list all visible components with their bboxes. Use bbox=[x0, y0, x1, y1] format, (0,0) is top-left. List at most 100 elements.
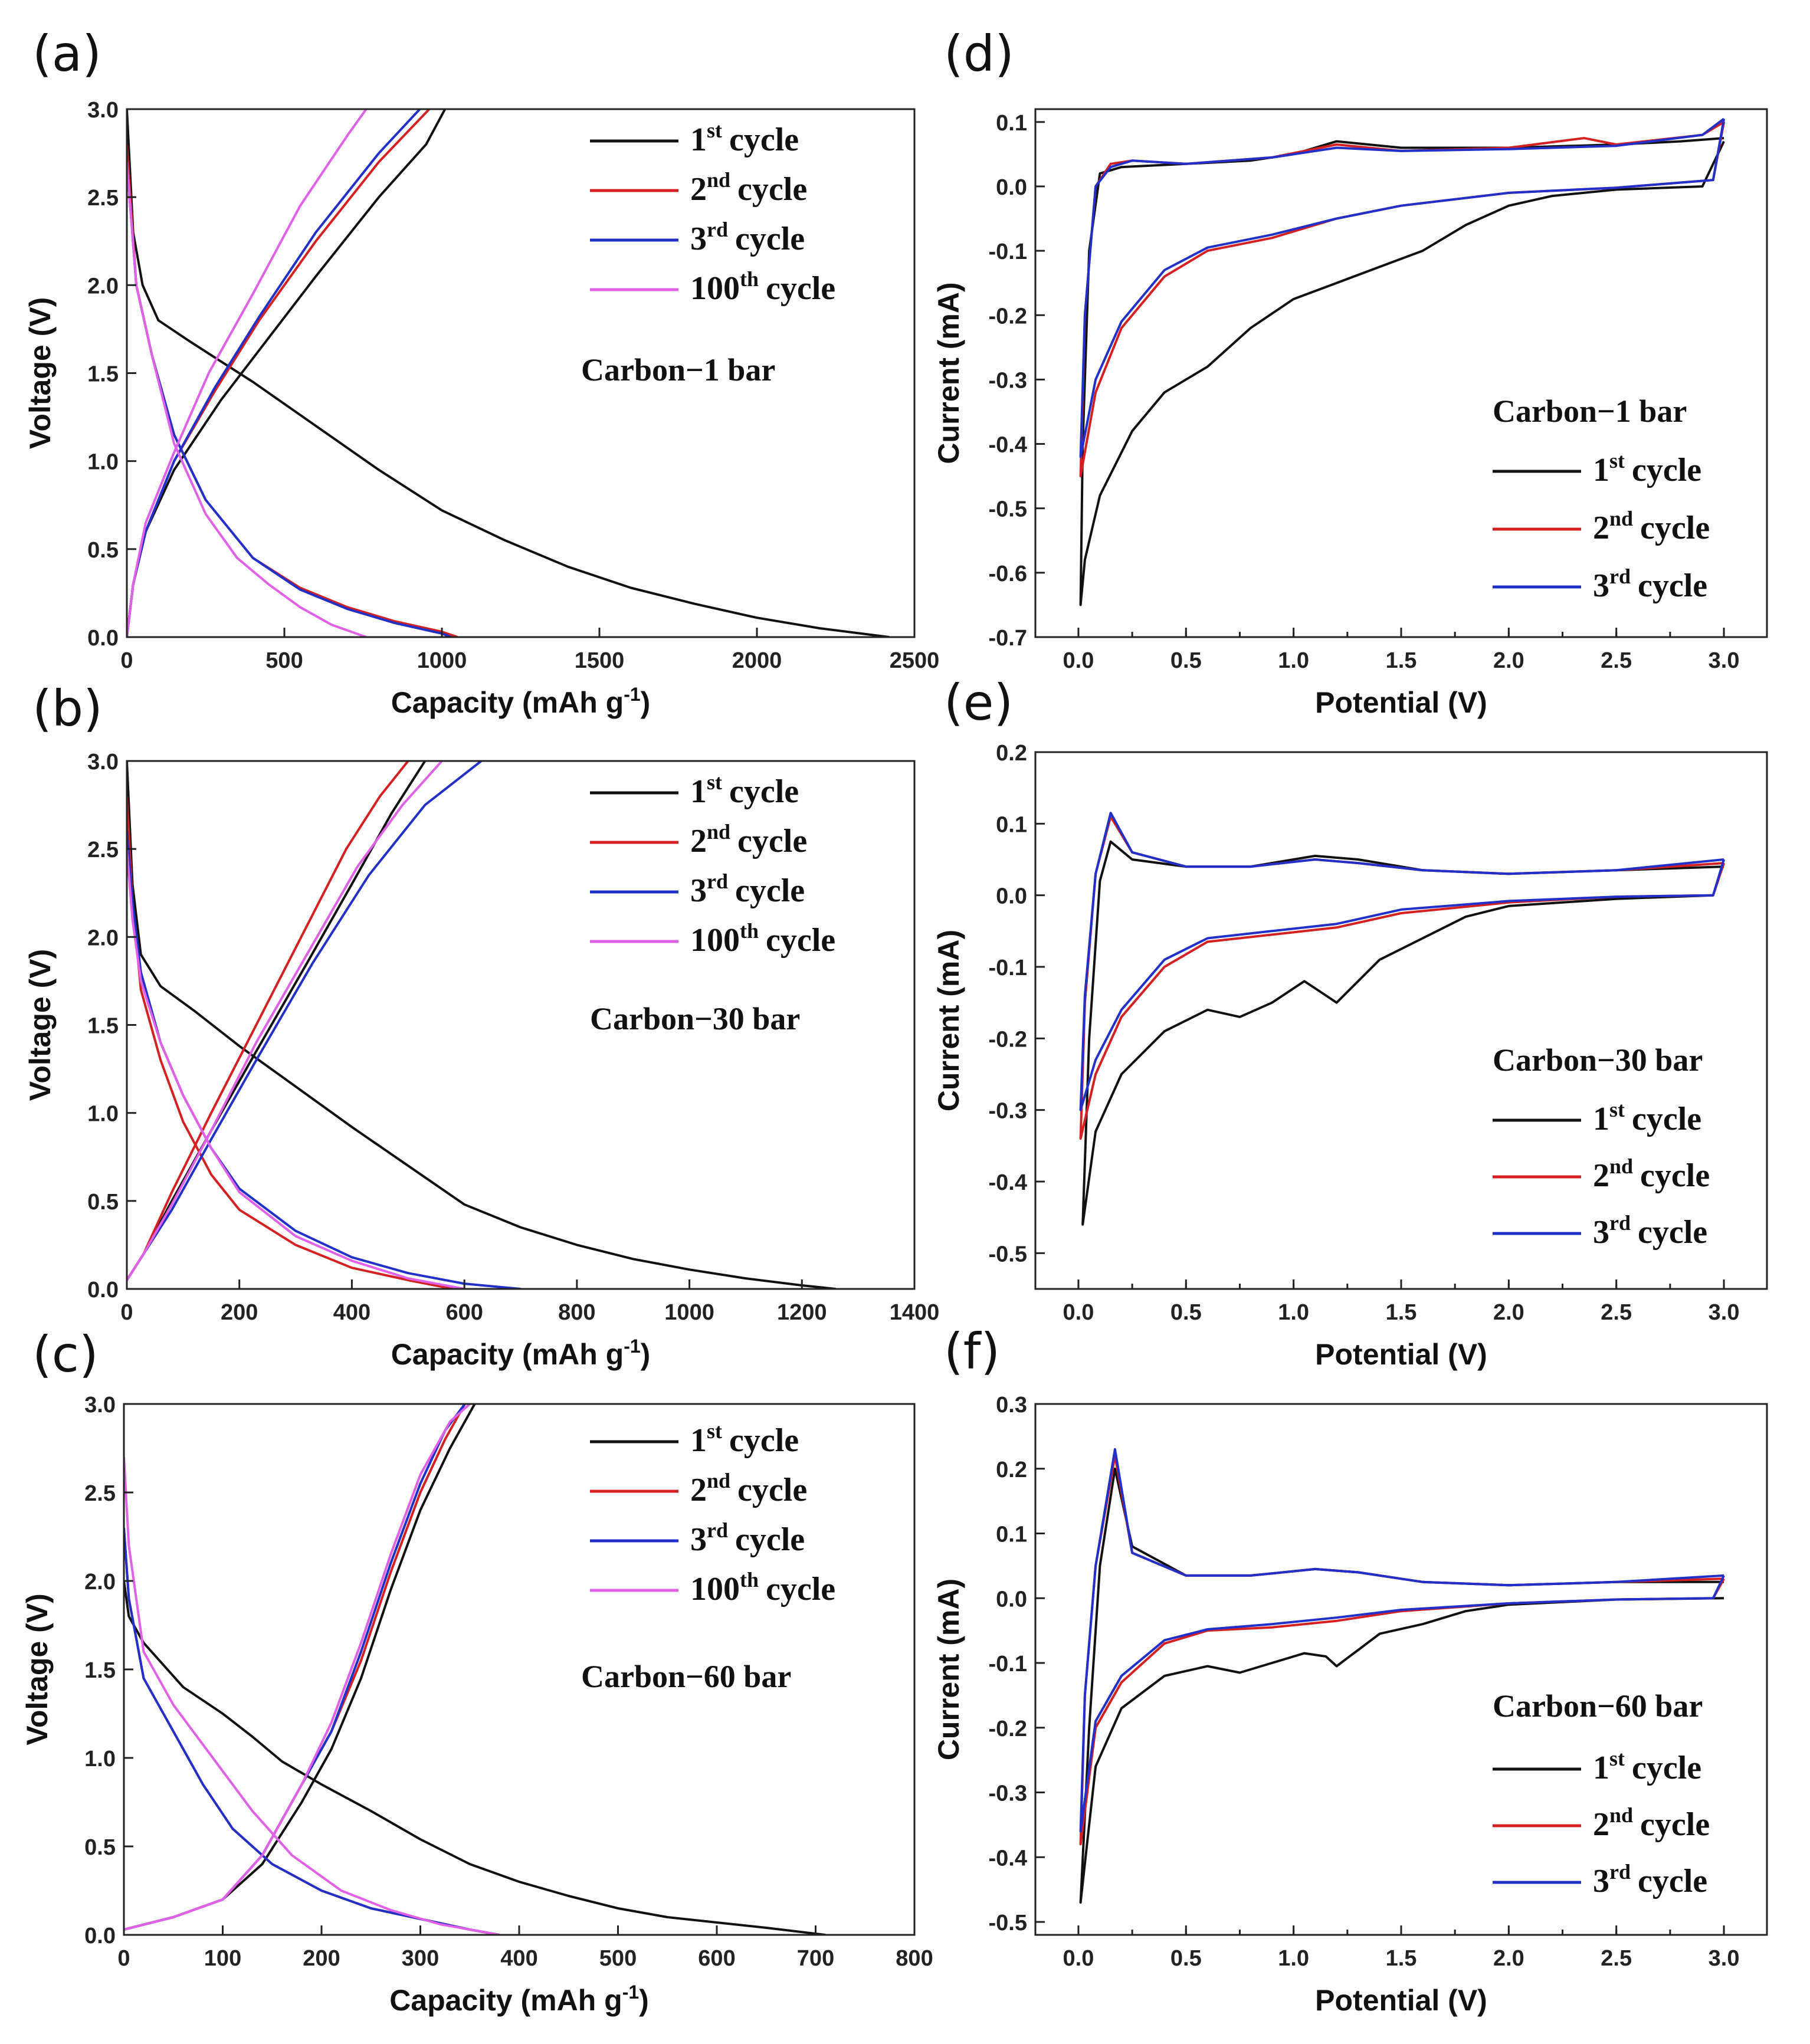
legend-label: 3rd cycle bbox=[1593, 1860, 1707, 1899]
legend-label: 2nd cycle bbox=[690, 1469, 807, 1508]
y-tick-label: 1.0 bbox=[87, 450, 119, 475]
legend-item-cycle100: 100th cycle bbox=[590, 919, 835, 959]
sample-label: Carbon−30 bar bbox=[590, 1001, 800, 1036]
y-tick-label: -0.1 bbox=[989, 956, 1027, 980]
y-tick-label: -0.2 bbox=[989, 1027, 1027, 1052]
x-axis-title: Potential (V) bbox=[1315, 686, 1487, 719]
legend-item-cycle2: 2nd cycle bbox=[590, 168, 807, 208]
series-line-cycle1-0 bbox=[127, 761, 836, 1289]
sample-label: Carbon−30 bar bbox=[1493, 1042, 1703, 1078]
y-tick-label: 1.0 bbox=[87, 1102, 119, 1127]
x-tick-label: 0 bbox=[120, 1300, 133, 1325]
y-tick-label: -0.3 bbox=[989, 368, 1027, 393]
legend: 1st cycle 2nd cycle 3rd cycle bbox=[1493, 1098, 1710, 1251]
legend-item-cycle1: 1st cycle bbox=[590, 119, 799, 158]
y-tick-label: 0.5 bbox=[87, 1190, 119, 1215]
legend: 1st cycle 2nd cycle 3rd cycle bbox=[1493, 449, 1710, 604]
y-tick-label: 0.3 bbox=[996, 1393, 1027, 1418]
legend-item-cycle1: 1st cycle bbox=[1493, 1747, 1701, 1786]
legend-item-cycle2: 2nd cycle bbox=[1493, 1154, 1710, 1194]
x-tick-label: 1.5 bbox=[1386, 1300, 1417, 1325]
series-line-cycle3-5 bbox=[127, 761, 483, 1281]
y-tick-label: 0.1 bbox=[996, 111, 1027, 136]
x-tick-label: 0 bbox=[117, 1946, 130, 1971]
legend-label: 100th cycle bbox=[690, 267, 835, 307]
y-tick-label: -0.5 bbox=[989, 1911, 1027, 1935]
y-tick-label: 0.0 bbox=[996, 884, 1027, 909]
x-tick-label: 700 bbox=[797, 1946, 834, 1971]
x-axis-title: Potential (V) bbox=[1315, 1338, 1487, 1371]
y-tick-label: 0.0 bbox=[87, 1278, 119, 1302]
legend: 1st cycle 2nd cycle 3rd cycle 100th cycle bbox=[590, 119, 835, 307]
series-line-cycle2-3 bbox=[124, 1404, 466, 1931]
y-tick-label: 2.0 bbox=[87, 274, 119, 298]
series-line-cycle3-2 bbox=[1079, 117, 1726, 458]
y-tick-label: -0.4 bbox=[989, 1846, 1027, 1871]
legend-item-cycle3: 3rd cycle bbox=[590, 218, 805, 257]
series-line-cycle3-2 bbox=[1079, 1448, 1725, 1833]
x-tick-label: 2000 bbox=[732, 648, 782, 673]
legend-label: 100th cycle bbox=[690, 919, 835, 959]
x-tick-label: 600 bbox=[445, 1300, 483, 1325]
legend-label: 2nd cycle bbox=[690, 168, 807, 208]
plot-frame bbox=[1034, 751, 1768, 1290]
y-tick-label: 0.0 bbox=[84, 1924, 116, 1948]
x-axis-title: Capacity (mAh g-1) bbox=[389, 1981, 649, 2017]
series-line-cycle1-1 bbox=[127, 109, 447, 637]
x-tick-label: 1000 bbox=[417, 648, 467, 673]
legend-item-cycle2: 2nd cycle bbox=[1493, 507, 1710, 546]
plot-frame bbox=[1034, 1403, 1768, 1936]
y-tick-label: -0.7 bbox=[989, 626, 1027, 651]
y-axis-title: Voltage (V) bbox=[24, 297, 57, 449]
x-axis-title: Capacity (mAh g-1) bbox=[391, 684, 651, 719]
x-tick-label: 2.5 bbox=[1601, 1300, 1632, 1325]
chart-panel-a: (a) 0 500 1000 1500 2000 2500 0.0 0.5 1.0 1.5 2.0 2.… bbox=[24, 25, 939, 719]
series-line-cycle3-4 bbox=[124, 1527, 500, 1935]
y-tick-label: -0.2 bbox=[989, 304, 1027, 329]
legend-item-cycle100: 100th cycle bbox=[590, 1568, 835, 1607]
x-tick-label: 0 bbox=[120, 648, 133, 673]
x-tick-label: 1500 bbox=[575, 648, 625, 673]
y-tick-label: 2.0 bbox=[84, 1570, 116, 1594]
sample-label: Carbon−60 bar bbox=[1493, 1688, 1703, 1724]
x-tick-label: 1.0 bbox=[1278, 648, 1309, 673]
legend-item-cycle1: 1st cycle bbox=[590, 770, 799, 810]
legend-item-cycle1: 1st cycle bbox=[1493, 1098, 1701, 1137]
x-tick-label: 0.5 bbox=[1170, 1300, 1202, 1325]
y-tick-label: 0.1 bbox=[996, 812, 1027, 837]
panel-label-b: (b) bbox=[32, 680, 103, 737]
series-line-cycle3-2 bbox=[1079, 812, 1726, 1111]
series-line-cycle100-7 bbox=[124, 1404, 471, 1931]
x-tick-label: 2.0 bbox=[1493, 1946, 1524, 1971]
series-line-cycle2-2 bbox=[124, 1527, 500, 1935]
legend-item-cycle3: 3rd cycle bbox=[590, 1518, 805, 1558]
x-tick-label: 200 bbox=[303, 1946, 340, 1971]
series-line-cycle100-7 bbox=[127, 761, 443, 1281]
panel-label-c: (c) bbox=[32, 1326, 99, 1383]
legend-label: 2nd cycle bbox=[1593, 1803, 1710, 1843]
x-tick-label: 1.5 bbox=[1386, 1946, 1417, 1971]
x-tick-label: 1.0 bbox=[1278, 1946, 1309, 1971]
y-tick-label: 3.0 bbox=[87, 98, 119, 123]
series-line-cycle1-1 bbox=[124, 1404, 476, 1931]
y-axis-title: Voltage (V) bbox=[21, 1593, 54, 1745]
series-line-cycle1-0 bbox=[127, 109, 890, 637]
legend-item-cycle3: 3rd cycle bbox=[1493, 1860, 1707, 1899]
y-tick-label: -0.1 bbox=[989, 239, 1027, 264]
sample-label: Carbon−1 bar bbox=[581, 352, 775, 388]
legend-label: 3rd cycle bbox=[1593, 1211, 1707, 1251]
series-line-cycle3-4 bbox=[127, 162, 452, 637]
y-tick-label: 1.0 bbox=[84, 1747, 116, 1771]
series-line-cycle1-0 bbox=[124, 1580, 826, 1935]
y-tick-label: 0.0 bbox=[996, 1587, 1027, 1612]
legend-item-cycle3: 3rd cycle bbox=[1493, 565, 1707, 604]
legend: 1st cycle 2nd cycle 3rd cycle 100th cycle bbox=[590, 1419, 835, 1607]
x-tick-label: 1400 bbox=[890, 1300, 940, 1325]
y-tick-label: 0.2 bbox=[996, 741, 1027, 766]
legend: 1st cycle 2nd cycle 3rd cycle bbox=[1493, 1747, 1710, 1899]
y-tick-label: 2.0 bbox=[87, 926, 119, 950]
legend-label: 3rd cycle bbox=[690, 218, 805, 257]
legend-label: 3rd cycle bbox=[690, 1518, 805, 1558]
x-tick-label: 0.5 bbox=[1170, 1946, 1202, 1971]
x-tick-label: 3.0 bbox=[1709, 1946, 1740, 1971]
